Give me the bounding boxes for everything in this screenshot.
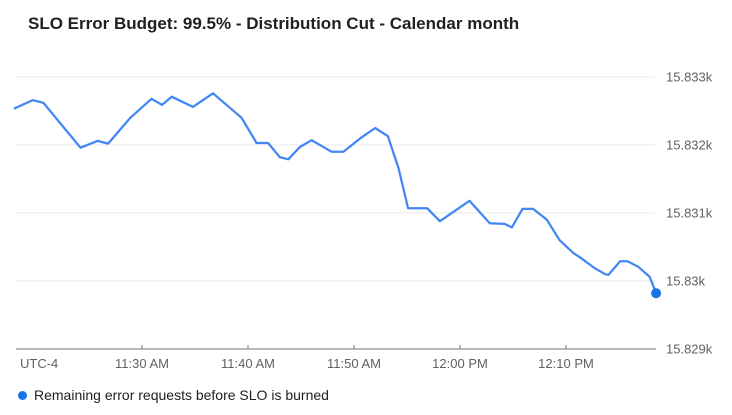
y-axis-label: 15.83k (666, 273, 706, 289)
y-axis-label: 15.829k (666, 341, 713, 357)
x-axis-label: 11:40 AM (221, 356, 275, 371)
series-endpoint-dot[interactable] (651, 288, 662, 299)
x-axis-label: 11:30 AM (115, 356, 169, 371)
series-line (13, 92, 658, 295)
y-axis-label: 15.832k (666, 137, 713, 153)
x-axis-label: 12:10 PM (538, 356, 594, 371)
chart-title: SLO Error Budget: 99.5% - Distribution C… (28, 14, 520, 33)
x-axis-label: 12:00 PM (432, 356, 488, 371)
y-axis-label: 15.831k (666, 205, 713, 221)
legend: Remaining error requests before SLO is b… (18, 387, 329, 403)
legend-series-marker-icon (18, 390, 27, 400)
x-axis-timezone-label: UTC-4 (20, 356, 59, 371)
legend-series-label: Remaining error requests before SLO is b… (34, 387, 329, 403)
y-axis-label: 15.833k (666, 69, 713, 85)
x-axis-label: 11:50 AM (327, 356, 381, 371)
